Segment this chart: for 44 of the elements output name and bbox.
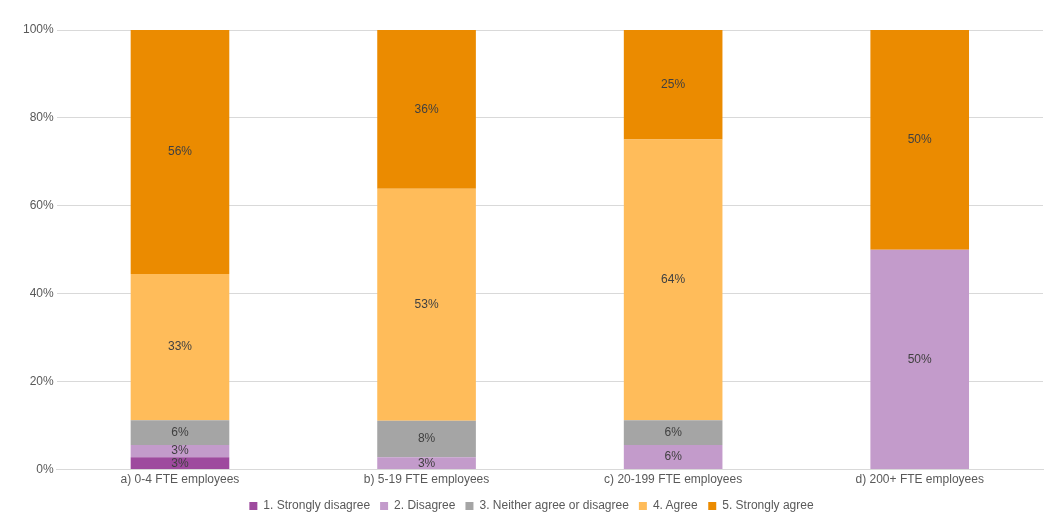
legend-label: 5. Strongly agree [722, 498, 814, 513]
x-tick-label: b) 5-19 FTE employees [363, 472, 490, 487]
legend-label: 4. Agree [652, 498, 698, 513]
x-tick-label: c) 20-199 FTE employees [604, 472, 743, 487]
data-label: 6% [664, 449, 683, 464]
y-tick-label: 40% [29, 286, 55, 301]
data-label: 36% [414, 101, 439, 116]
data-label: 50% [907, 351, 933, 366]
bar [623, 420, 723, 445]
bar [870, 249, 970, 470]
bar [623, 30, 723, 140]
y-tick-label: 80% [29, 110, 55, 125]
bar [623, 139, 723, 421]
bar [377, 188, 476, 421]
x-tick-label: a) 0-4 FTE employees [120, 472, 240, 487]
bar [377, 457, 476, 470]
data-label: 3% [417, 455, 436, 470]
bar [623, 444, 723, 470]
bar [130, 420, 230, 445]
bar [870, 30, 970, 250]
y-tick-label: 100% [22, 22, 55, 37]
bar [377, 30, 476, 189]
legend-label: 3. Neither agree or disagree [479, 498, 630, 513]
data-label: 25% [661, 76, 686, 91]
data-label: 53% [414, 297, 439, 312]
data-label: 6% [171, 424, 189, 439]
bar [130, 457, 230, 470]
data-label: 3% [171, 455, 189, 470]
data-label: 50% [907, 132, 933, 147]
y-tick-label: 0% [36, 461, 55, 476]
x-tick-label: d) 200+ FTE employees [855, 472, 984, 487]
data-label: 3% [171, 443, 189, 458]
data-label: 56% [167, 144, 193, 159]
data-label: 33% [167, 339, 193, 354]
data-label: 64% [661, 272, 686, 287]
data-label: 6% [664, 424, 683, 439]
legend-label: 1. Strongly disagree [263, 498, 371, 513]
y-tick-label: 20% [29, 373, 55, 388]
bar [130, 273, 230, 421]
bar [377, 420, 476, 458]
y-tick-label: 60% [29, 198, 55, 213]
legend-label: 2. Disagree [394, 498, 456, 513]
bar [130, 30, 230, 274]
data-label: 8% [417, 431, 436, 446]
